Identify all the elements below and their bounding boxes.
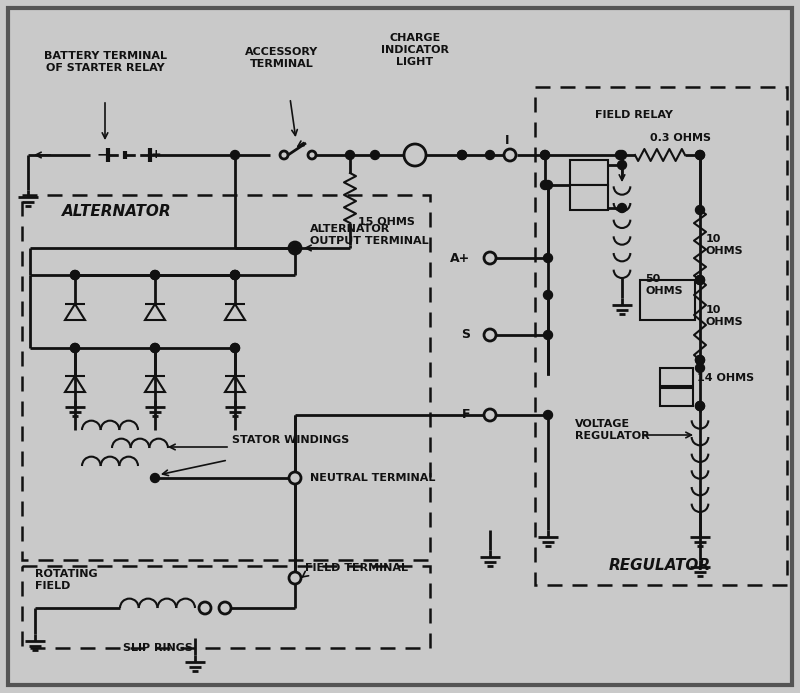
Circle shape bbox=[458, 150, 466, 159]
Circle shape bbox=[230, 270, 239, 279]
Circle shape bbox=[150, 344, 159, 353]
Text: VOLTAGE
REGULATOR: VOLTAGE REGULATOR bbox=[575, 419, 650, 441]
Bar bbox=[660, 368, 693, 386]
Text: 0.3 OHMS: 0.3 OHMS bbox=[650, 133, 711, 143]
Circle shape bbox=[70, 270, 79, 279]
Text: FIELD TERMINAL: FIELD TERMINAL bbox=[305, 563, 408, 573]
Circle shape bbox=[543, 331, 553, 340]
Text: 14 OHMS: 14 OHMS bbox=[697, 373, 754, 383]
Text: SLIP RINGS: SLIP RINGS bbox=[123, 643, 193, 653]
Bar bbox=[570, 185, 608, 210]
Circle shape bbox=[543, 290, 553, 299]
Circle shape bbox=[150, 473, 159, 482]
Text: F: F bbox=[462, 408, 470, 421]
Circle shape bbox=[70, 344, 79, 353]
Circle shape bbox=[70, 344, 79, 353]
Circle shape bbox=[70, 270, 79, 279]
Circle shape bbox=[308, 151, 316, 159]
Text: 10
OHMS: 10 OHMS bbox=[706, 305, 744, 327]
Bar bbox=[660, 388, 693, 406]
Circle shape bbox=[404, 144, 426, 166]
Circle shape bbox=[695, 150, 705, 159]
Text: −: − bbox=[96, 147, 108, 161]
Text: CHARGE
INDICATOR
LIGHT: CHARGE INDICATOR LIGHT bbox=[381, 33, 449, 67]
Circle shape bbox=[230, 270, 239, 279]
Circle shape bbox=[541, 150, 550, 159]
Circle shape bbox=[458, 150, 466, 159]
Circle shape bbox=[289, 242, 301, 254]
Text: ALTERNATOR
OUTPUT TERMINAL: ALTERNATOR OUTPUT TERMINAL bbox=[310, 225, 429, 246]
Circle shape bbox=[695, 356, 705, 365]
Text: I: I bbox=[505, 134, 510, 148]
Circle shape bbox=[695, 401, 705, 410]
Circle shape bbox=[290, 243, 299, 252]
Circle shape bbox=[695, 150, 705, 159]
Circle shape bbox=[543, 180, 553, 189]
Text: ACCESSORY
TERMINAL: ACCESSORY TERMINAL bbox=[246, 47, 318, 69]
Text: 10
OHMS: 10 OHMS bbox=[706, 234, 744, 256]
Circle shape bbox=[695, 401, 705, 410]
Text: ROTATING
FIELD: ROTATING FIELD bbox=[35, 569, 98, 591]
Circle shape bbox=[486, 150, 494, 159]
Text: 50
OHMS: 50 OHMS bbox=[645, 274, 682, 296]
Circle shape bbox=[230, 270, 239, 279]
Circle shape bbox=[150, 270, 159, 279]
Text: NEUTRAL TERMINAL: NEUTRAL TERMINAL bbox=[310, 473, 435, 483]
Circle shape bbox=[543, 254, 553, 263]
Circle shape bbox=[695, 364, 705, 373]
Circle shape bbox=[695, 356, 705, 365]
Circle shape bbox=[150, 270, 159, 279]
Text: ALTERNATOR: ALTERNATOR bbox=[62, 204, 172, 220]
Circle shape bbox=[695, 206, 705, 215]
Circle shape bbox=[219, 602, 231, 614]
Circle shape bbox=[289, 572, 301, 584]
Circle shape bbox=[541, 180, 550, 189]
Circle shape bbox=[615, 150, 625, 159]
Text: FIELD RELAY: FIELD RELAY bbox=[595, 110, 673, 120]
Circle shape bbox=[543, 410, 553, 419]
Circle shape bbox=[280, 151, 288, 159]
Circle shape bbox=[618, 204, 626, 213]
Circle shape bbox=[199, 602, 211, 614]
Circle shape bbox=[618, 150, 626, 159]
Circle shape bbox=[618, 161, 626, 170]
Circle shape bbox=[484, 409, 496, 421]
Circle shape bbox=[484, 252, 496, 264]
Circle shape bbox=[695, 276, 705, 285]
Text: +: + bbox=[150, 148, 162, 161]
Circle shape bbox=[289, 472, 301, 484]
Circle shape bbox=[150, 344, 159, 353]
Text: 15 OHMS: 15 OHMS bbox=[358, 217, 415, 227]
Bar bbox=[640, 280, 695, 320]
Circle shape bbox=[484, 329, 496, 341]
Circle shape bbox=[504, 149, 516, 161]
Text: STATOR WINDINGS: STATOR WINDINGS bbox=[232, 435, 350, 445]
Circle shape bbox=[370, 150, 379, 159]
Bar bbox=[570, 160, 608, 185]
Circle shape bbox=[695, 276, 705, 285]
Circle shape bbox=[346, 150, 354, 159]
Circle shape bbox=[230, 344, 239, 353]
Text: REGULATOR: REGULATOR bbox=[609, 557, 711, 572]
Text: A+: A+ bbox=[450, 252, 470, 265]
Circle shape bbox=[230, 150, 239, 159]
Text: BATTERY TERMINAL
OF STARTER RELAY: BATTERY TERMINAL OF STARTER RELAY bbox=[43, 51, 166, 73]
Circle shape bbox=[541, 150, 550, 159]
Text: S: S bbox=[461, 328, 470, 342]
Circle shape bbox=[230, 344, 239, 353]
